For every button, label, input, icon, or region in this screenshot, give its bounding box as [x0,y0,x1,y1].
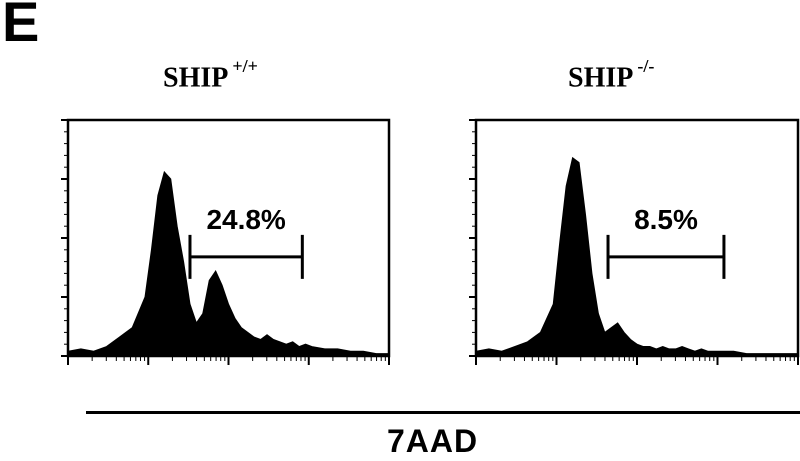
genotype-superscript: -/- [637,56,655,76]
chart-title-text: SHIP [568,62,634,94]
chart-title-text: SHIP [163,62,229,94]
chart-title-knockout: SHIP -/- [568,56,654,94]
x-axis-rule [86,411,800,414]
histogram-panel-2: 8.5% [469,118,800,365]
panel-letter: E [2,0,40,53]
histogram-panel-1: 24.8% [61,118,391,365]
gate-percentage-label: 8.5% [634,204,698,235]
plot-frame [474,118,800,358]
histogram-area [67,170,390,357]
x-axis-label: 7AAD [387,423,479,459]
histogram-area [475,156,799,357]
gate-percentage-label: 24.8% [206,204,285,235]
chart-title-wildtype: SHIP +/+ [163,56,258,94]
genotype-superscript: +/+ [232,56,258,76]
